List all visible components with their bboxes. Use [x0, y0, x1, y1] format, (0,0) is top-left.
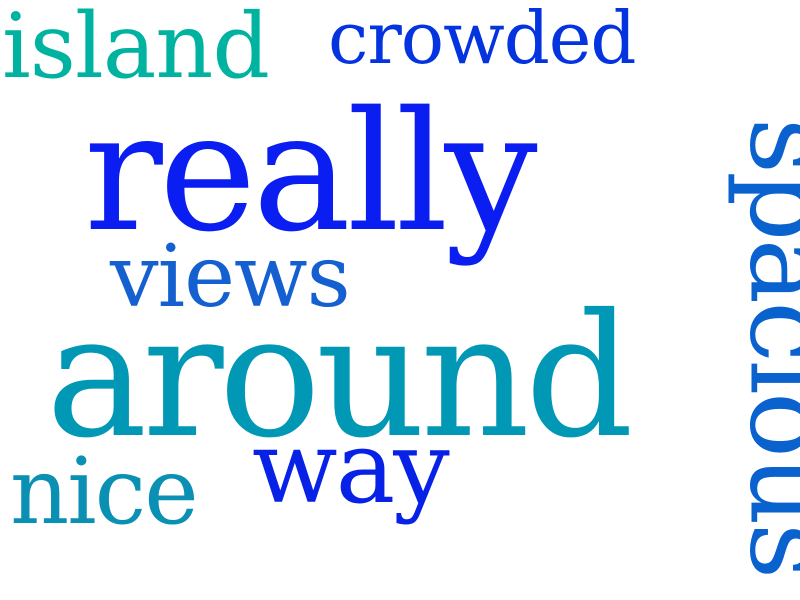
- word-really: really: [84, 76, 538, 268]
- word-spacious: spacious: [725, 117, 800, 577]
- word-views: views: [110, 227, 351, 327]
- word-way: way: [252, 409, 450, 526]
- word-nice: nice: [10, 438, 199, 545]
- word-island: island: [2, 0, 270, 99]
- word-crowded: crowded: [328, 0, 637, 80]
- word-around: around: [46, 278, 634, 476]
